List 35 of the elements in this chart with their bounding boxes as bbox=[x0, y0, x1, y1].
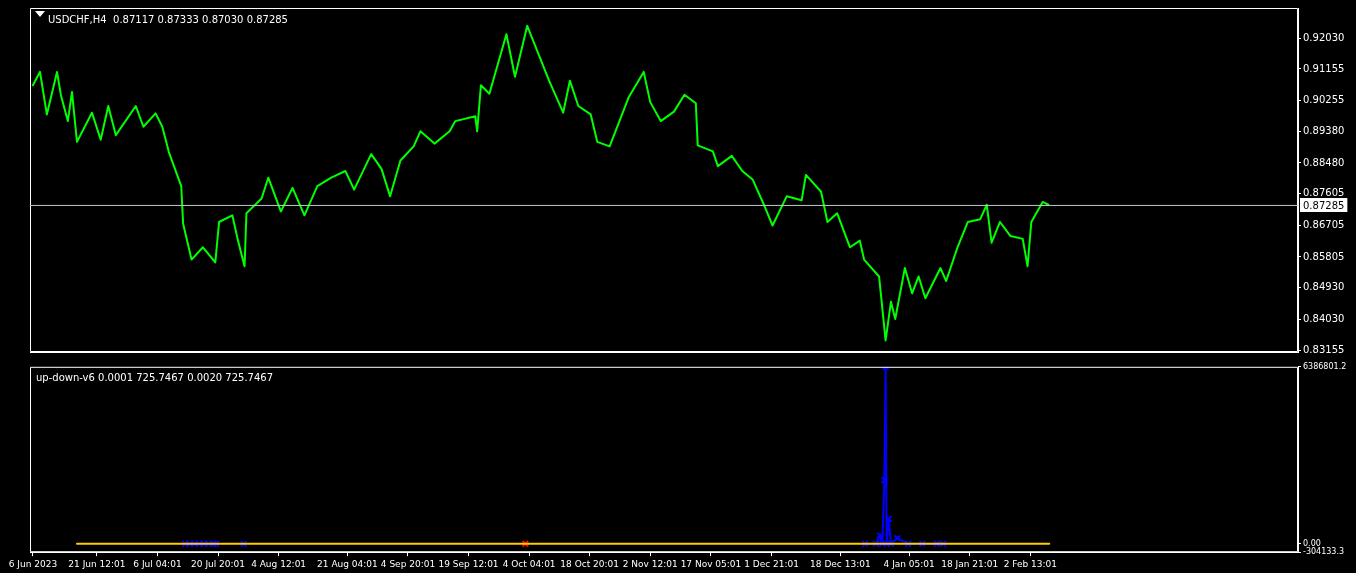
y-tick-label: -304133.3 bbox=[1303, 547, 1345, 557]
ref-line-label: 0.87285 bbox=[1303, 199, 1345, 211]
y-tick-label: 0.88480 bbox=[1303, 156, 1345, 168]
y-tick-label: 0.84930 bbox=[1303, 281, 1345, 293]
x-tick-label: 21 Aug 04:01 bbox=[317, 558, 378, 569]
x-tick-label: 4 Sep 20:01 bbox=[380, 558, 436, 569]
x-tick-label: 20 Jul 20:01 bbox=[191, 558, 246, 569]
x-tick-label: 4 Oct 04:01 bbox=[502, 558, 556, 569]
text: USDCHF,H4 0.87117 0.87333 0.87030 0.87285 bbox=[48, 13, 288, 25]
x-tick-label: 4 Aug 12:01 bbox=[251, 558, 307, 569]
y-tick-label: 0.91155 bbox=[1303, 62, 1345, 74]
x-tick-label: 19 Sep 12:01 bbox=[438, 558, 499, 569]
x-tick-label: 1 Dec 21:01 bbox=[744, 558, 799, 569]
y-tick-label: 0.87605 bbox=[1303, 187, 1345, 199]
x-tick-label: 4 Jan 05:01 bbox=[883, 558, 935, 569]
x-tick-label: 2 Nov 12:01 bbox=[622, 558, 678, 569]
x-tick-label: 21 Jun 12:01 bbox=[68, 558, 126, 569]
y-tick-label: 0.90255 bbox=[1303, 94, 1345, 106]
y-tick-label: 0.86705 bbox=[1303, 218, 1345, 230]
x-tick-label: 18 Oct 20:01 bbox=[560, 558, 620, 569]
y-tick-label: 0.85805 bbox=[1303, 250, 1345, 262]
y-tick-label: 0.84030 bbox=[1303, 312, 1345, 324]
y-tick-label: 0.89380 bbox=[1303, 124, 1345, 136]
x-tick-label: 18 Jan 21:01 bbox=[941, 558, 999, 569]
x-tick-label: 2 Feb 13:01 bbox=[1003, 558, 1057, 569]
y-tick-label: 0.00 bbox=[1303, 538, 1321, 548]
x-tick-label: 18 Dec 13:01 bbox=[810, 558, 871, 569]
y-tick-label: 0.92030 bbox=[1303, 31, 1345, 43]
text: up-down-v6 0.0001 725.7467 0.0020 725.7467 bbox=[36, 372, 274, 384]
y-tick-label: 0.83155 bbox=[1303, 343, 1345, 355]
x-tick-label: 6 Jun 2023 bbox=[8, 558, 58, 569]
point bbox=[880, 476, 889, 484]
x-tick-label: 17 Nov 05:01 bbox=[680, 558, 742, 569]
x-tick-label: 6 Jul 04:01 bbox=[133, 558, 182, 569]
y-tick-label: 6386801.2 bbox=[1303, 361, 1347, 371]
